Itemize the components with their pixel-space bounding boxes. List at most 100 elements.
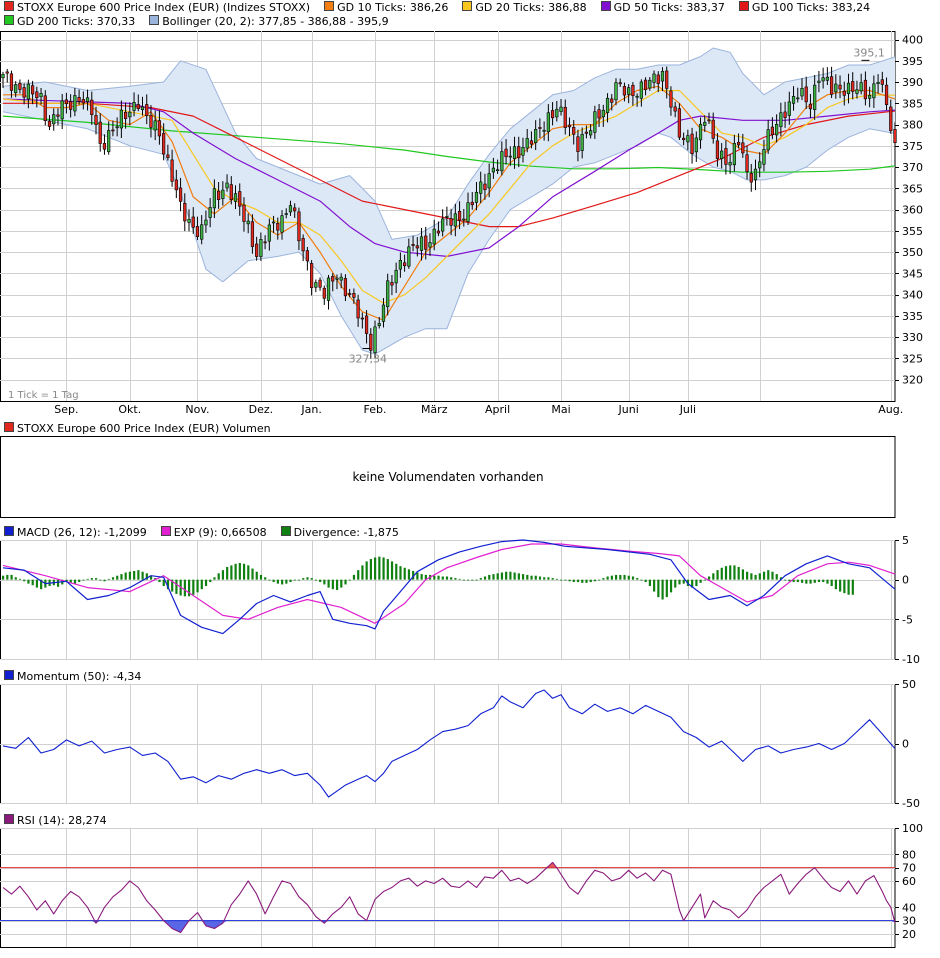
divergence-bar — [369, 559, 372, 580]
candle-body — [69, 101, 73, 110]
candle — [872, 75, 876, 108]
candle-body — [43, 95, 47, 121]
candle-body — [728, 162, 732, 166]
candle-body — [377, 323, 381, 326]
legend-item: RSI (14): 28,274 — [0, 814, 107, 827]
candle — [208, 198, 212, 228]
candle — [669, 86, 673, 116]
divergence-bar — [572, 579, 575, 583]
candle-body — [348, 293, 352, 295]
candle-body — [335, 277, 339, 280]
volume-panel-frame — [0, 436, 896, 518]
divergence-bar — [386, 559, 389, 580]
candle — [288, 200, 293, 216]
candle-body — [373, 326, 377, 354]
bollinger-upper-line — [2, 47, 896, 240]
y-tick-label: 80 — [902, 848, 916, 861]
candle-body — [195, 226, 200, 238]
divergence-bar — [509, 571, 512, 580]
candle — [542, 121, 546, 141]
divergence-bar — [289, 579, 292, 583]
candle — [555, 100, 559, 122]
legend-swatch — [280, 526, 291, 536]
y-tick-label: 0 — [902, 574, 909, 587]
candle-body — [322, 287, 326, 299]
candle — [394, 262, 398, 293]
candle — [791, 86, 796, 111]
candle-body — [758, 161, 762, 169]
divergence-bar — [382, 557, 385, 580]
y-tick-label: 30 — [902, 915, 916, 928]
legend-item: STOXX Europe 600 Price Index (EUR) Volum… — [0, 422, 271, 435]
candle — [711, 112, 715, 144]
candle — [221, 181, 225, 206]
candle-body — [753, 168, 758, 181]
candle — [26, 79, 30, 109]
candle — [369, 328, 373, 359]
divergence-bar — [746, 571, 749, 580]
legend-swatch — [4, 422, 14, 432]
divergence-bar — [530, 575, 533, 580]
candle-body — [635, 95, 639, 98]
candle — [846, 73, 851, 104]
candle-body — [462, 218, 466, 221]
candle — [884, 77, 889, 111]
candle-body — [605, 97, 610, 113]
candle — [834, 74, 838, 99]
candle-body — [504, 148, 508, 158]
divergence-bar — [847, 579, 850, 595]
divergence-bar — [602, 578, 605, 580]
divergence-bar — [268, 579, 271, 581]
candle — [559, 99, 563, 116]
divergence-bar — [352, 574, 356, 580]
candle-body — [18, 83, 22, 90]
divergence-bar — [741, 569, 745, 580]
divergence-bar — [467, 579, 470, 581]
divergence-bar — [483, 576, 487, 580]
candle-body — [614, 82, 618, 101]
legend-label: STOXX Europe 600 Price Index (EUR) (Indi… — [17, 1, 311, 14]
y-tick-label: 335 — [902, 310, 923, 323]
candle — [496, 159, 500, 175]
candle-body — [267, 224, 271, 242]
candle-body — [466, 202, 470, 222]
x-month-label: Aug. — [878, 403, 903, 416]
legend-label: GD 200 Ticks: 370,33 — [17, 15, 136, 28]
candle-body — [593, 111, 597, 133]
candle-body — [825, 76, 829, 81]
x-month-label: März — [421, 403, 448, 416]
y-tick-label: 385 — [902, 97, 923, 110]
series-gd-200-ticks — [2, 115, 896, 173]
divergence-bar — [226, 566, 229, 580]
candle — [838, 75, 842, 99]
macd-legend: MACD (26, 12): -1,2099 EXP (9): 0,66508 Di… — [0, 526, 409, 540]
candle — [538, 118, 542, 138]
candle-body — [821, 77, 825, 82]
candle-body — [770, 126, 775, 136]
candle — [22, 83, 26, 105]
candle — [804, 76, 808, 110]
candle — [470, 192, 474, 210]
candle — [415, 237, 419, 257]
candle — [800, 78, 804, 101]
candle — [639, 79, 643, 107]
divergence-bar — [593, 579, 597, 582]
divergence-bar — [737, 566, 740, 580]
divergence-bar — [538, 576, 542, 580]
candle — [572, 120, 576, 145]
candle-body — [403, 262, 407, 267]
candle — [98, 113, 102, 152]
candle-body — [293, 207, 297, 212]
candle — [348, 288, 352, 298]
candle-body — [669, 90, 673, 108]
candle — [720, 143, 724, 169]
candle — [479, 171, 483, 204]
divergence-bar — [703, 579, 706, 581]
candle-body — [829, 76, 834, 95]
candle-body — [724, 148, 728, 165]
candle — [605, 93, 610, 123]
divergence-bar — [412, 570, 415, 580]
candle — [457, 201, 462, 230]
divergence-bar — [424, 574, 427, 580]
